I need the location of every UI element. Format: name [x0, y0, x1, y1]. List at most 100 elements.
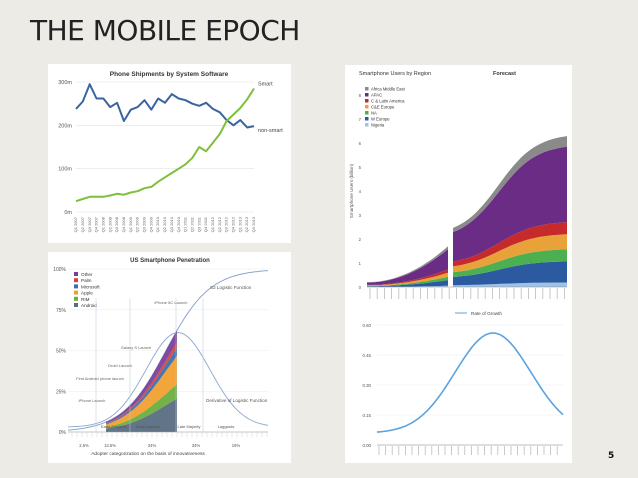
- legend-swatch: [365, 87, 369, 91]
- x-tick-label: Q1 2009: [128, 216, 133, 232]
- x-tick-label: Q4 2012: [231, 216, 236, 232]
- series-line-smart: [75, 87, 255, 203]
- area-band-c-e-europe-history: [367, 272, 448, 286]
- x-tick-label: Q3 2013: [251, 216, 256, 232]
- growth-line: [376, 332, 564, 433]
- y-tick-label: 50%: [56, 349, 67, 355]
- legend-label: Africa Middle East: [371, 87, 406, 92]
- page-number: 5: [608, 451, 615, 461]
- y-tick-label: 7: [359, 117, 362, 122]
- x-tick-label: Q3 2010: [169, 216, 174, 232]
- y-tick-label: 0: [359, 285, 362, 290]
- x-tick-label: Q2 2007: [80, 216, 85, 232]
- y-axis-label: Smartphone Users (billion): [349, 163, 354, 218]
- chart-subtitle: Forecast: [493, 71, 516, 77]
- segment-label: Early Adopters: [101, 424, 127, 429]
- x-tick-label: Q3 2012: [224, 216, 229, 232]
- y-tick-label: 1: [359, 261, 362, 266]
- x-tick-label: Q4 2010: [176, 216, 181, 232]
- chart-title: Phone Shipments by System Software: [110, 71, 229, 78]
- x-tick-label: Q1 2010: [155, 216, 160, 232]
- legend-swatch: [74, 284, 78, 289]
- segment-pct: 2.5%: [79, 443, 89, 448]
- legend-label: Palm: [81, 278, 92, 283]
- legend-label: W Europe: [371, 117, 390, 122]
- annotation: iPhone 5C Launch: [155, 300, 188, 305]
- y-tick-label: 75%: [56, 308, 67, 314]
- x-tick-label: Q2 2013: [244, 216, 249, 232]
- growth-chart: Rate of Growth 0.00 0.15 0.30 0.45 0.60: [362, 311, 564, 455]
- area-band-apac-history: [367, 249, 448, 285]
- area-band-android: [106, 398, 177, 432]
- y-tick-label: 6: [359, 141, 362, 146]
- legend-swatch: [365, 105, 369, 109]
- legend-label: C&E Europe: [371, 105, 395, 110]
- y-tick-label: 0%: [59, 430, 67, 436]
- y-tick-label: 0.60: [362, 323, 371, 328]
- penetration-chart: US Smartphone Penetration 0% 25% 50% 75% 100%…: [53, 258, 269, 457]
- legend-label: Rate of Growth: [471, 311, 502, 316]
- y-tick-label: 3: [359, 213, 362, 218]
- chart-title: Smartphone Users by Region: [359, 71, 431, 77]
- legend-label: Microsoft: [81, 284, 100, 289]
- segment-label: Late Majority: [178, 424, 201, 429]
- x-tick-label: Q4 2007: [94, 216, 99, 232]
- segment-pct: 13.5%: [104, 443, 116, 448]
- legend-swatch: [74, 290, 78, 295]
- y-tick-label: 0.30: [362, 383, 371, 388]
- legend-label: Other: [81, 272, 93, 277]
- legend-swatch: [74, 278, 78, 283]
- y-tick-label: 2: [359, 237, 362, 242]
- x-tick-label: Q2 2008: [107, 216, 112, 232]
- segment-pct: 16%: [232, 443, 241, 448]
- chart-title: US Smartphone Penetration: [130, 258, 210, 264]
- series-line-non-smart: [75, 83, 255, 129]
- x-tick-label: Q3 2011: [196, 216, 201, 232]
- legend-label: Android: [81, 303, 97, 308]
- x-tick-label: Q4 2009: [148, 216, 153, 232]
- x-tick-label: Q1 2011: [183, 216, 188, 232]
- penetration-chart-panel: US Smartphone Penetration 0% 25% 50% 75% 100%…: [48, 252, 291, 463]
- annotation: Derivative of Logistic Function: [206, 398, 268, 403]
- x-tick-label: Q2 2009: [135, 216, 140, 232]
- annotation: S2 Logistic Function: [210, 285, 252, 290]
- y-tick-label: 25%: [56, 389, 67, 395]
- area-band-w-europe-history: [367, 280, 448, 287]
- segment-label: Early Majority: [136, 424, 160, 429]
- x-tick-label: Q4 2008: [121, 216, 126, 232]
- area-band-na-history: [367, 276, 448, 287]
- y-tick-label: 300m: [58, 80, 72, 86]
- x-tick-label: Q4 2011: [203, 216, 208, 232]
- area-band-c-latin-america-history: [367, 269, 448, 286]
- y-tick-label: 200m: [58, 123, 72, 129]
- legend-swatch: [74, 296, 78, 301]
- x-tick-label: Q2 2011: [189, 216, 194, 232]
- forecast-charts-panel: Smartphone Users by Region Forecast Smartp…: [345, 65, 572, 463]
- annotation: First Android phone launch: [76, 376, 124, 381]
- x-tick-label: Q3 2009: [142, 216, 147, 232]
- legend-label: RIM: [81, 297, 90, 302]
- y-tick-label: 100m: [58, 167, 72, 173]
- legend-label: Apple: [81, 291, 93, 296]
- legend-label: Nigeria: [371, 123, 385, 128]
- bell-curve-line: [67, 332, 269, 428]
- annotation: iPhone Launch: [79, 398, 106, 403]
- slide-title: THE MOBILE EPOCH: [30, 14, 300, 47]
- area-band-apple: [106, 355, 177, 428]
- legend-swatch: [74, 303, 78, 307]
- x-tick-label: Q2 2012: [217, 216, 222, 232]
- segment-pct: 34%: [192, 443, 201, 448]
- area-band-rim: [106, 384, 177, 429]
- legend-label: APAC: [371, 93, 382, 98]
- legend-swatch: [365, 93, 369, 97]
- x-axis-label: Adopter categorization on the basis of i…: [91, 451, 205, 457]
- area-band-nigeria-forecast: [453, 282, 567, 287]
- legend-swatch: [365, 117, 369, 121]
- y-tick-label: 5: [359, 165, 362, 170]
- legend-swatch: [365, 111, 369, 115]
- y-tick-label: 0m: [64, 210, 72, 216]
- shipments-chart: Phone Shipments by System Software 0m 100m…: [58, 71, 283, 232]
- y-tick-label: 8: [359, 93, 362, 98]
- legend-swatch: [365, 123, 369, 127]
- legend-label: C & Latin America: [371, 99, 405, 104]
